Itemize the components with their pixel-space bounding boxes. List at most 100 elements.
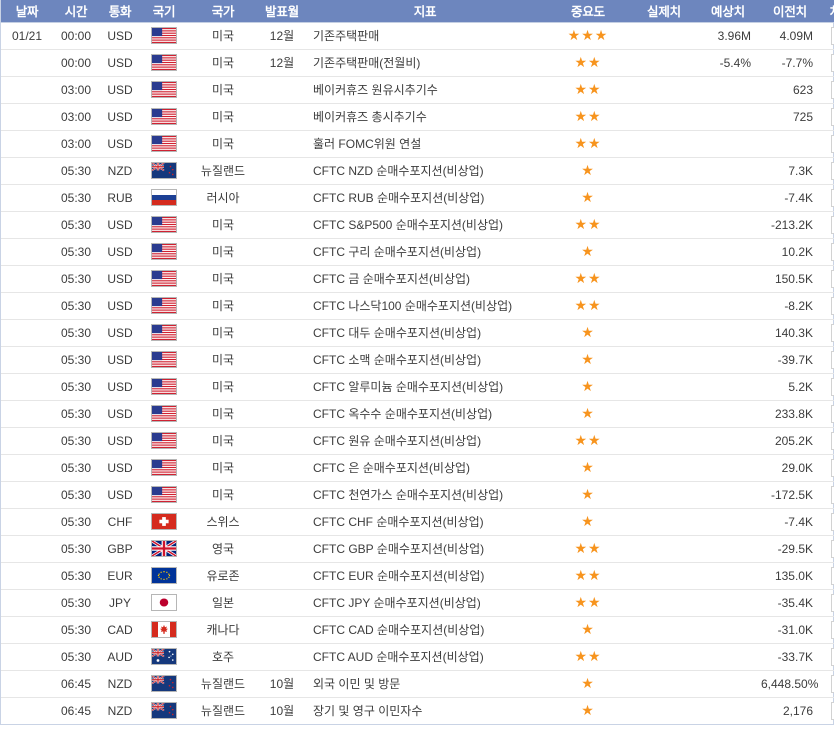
table-row[interactable]: 05:30 USD 미국 CFTC 알루미늄 순매수포지션(비상업) ★ 5.2K xyxy=(1,372,834,400)
table-row[interactable]: 05:30 EUR 유로존 CFTC EUR 순매수포지션(비상업) ★★ 135.0K xyxy=(1,561,834,589)
candlestick-chart-icon[interactable] xyxy=(831,188,834,207)
chart-link[interactable] xyxy=(821,75,834,103)
column-header-nation[interactable]: 국가 xyxy=(187,0,259,22)
event-indicator[interactable]: CFTC EUR 순매수포지션(비상업) xyxy=(305,561,545,589)
column-header-date[interactable]: 날짜 xyxy=(1,0,53,22)
table-row[interactable]: 05:30 USD 미국 CFTC 대두 순매수포지션(비상업) ★ 140.3K xyxy=(1,318,834,346)
event-indicator[interactable]: CFTC JPY 순매수포지션(비상업) xyxy=(305,588,545,616)
chart-link[interactable] xyxy=(821,588,834,616)
candlestick-chart-icon[interactable] xyxy=(831,620,834,639)
column-header-chart[interactable]: 차트 xyxy=(821,0,834,22)
event-indicator[interactable]: CFTC S&P500 순매수포지션(비상업) xyxy=(305,210,545,238)
chart-link[interactable] xyxy=(821,237,834,265)
chart-link[interactable] xyxy=(821,183,834,211)
chart-link[interactable] xyxy=(821,534,834,562)
table-row[interactable]: 05:30 USD 미국 CFTC S&P500 순매수포지션(비상업) ★★ -213… xyxy=(1,210,834,238)
event-indicator[interactable]: CFTC 나스닥100 순매수포지션(비상업) xyxy=(305,291,545,319)
event-indicator[interactable]: CFTC 은 순매수포지션(비상업) xyxy=(305,453,545,481)
table-row[interactable]: 01/21 00:00 USD 미국 12월 기존주택판매 ★★★ 3.96M 4.09M xyxy=(1,21,834,49)
event-indicator[interactable]: 기존주택판매(전월비) xyxy=(305,48,545,76)
chart-link[interactable] xyxy=(821,156,834,184)
chart-link[interactable] xyxy=(821,399,834,427)
table-row[interactable]: 05:30 USD 미국 CFTC 나스닥100 순매수포지션(비상업) ★★ -8.2… xyxy=(1,291,834,319)
event-indicator[interactable]: CFTC 알루미늄 순매수포지션(비상업) xyxy=(305,372,545,400)
event-indicator[interactable]: CFTC 천연가스 순매수포지션(비상업) xyxy=(305,480,545,508)
table-row[interactable]: 05:30 USD 미국 CFTC 금 순매수포지션(비상업) ★★ 150.5K xyxy=(1,264,834,292)
table-row[interactable]: 05:30 USD 미국 CFTC 구리 순매수포지션(비상업) ★ 10.2K xyxy=(1,237,834,265)
column-header-actual[interactable]: 실제치 xyxy=(631,0,697,22)
event-indicator[interactable]: CFTC 소맥 순매수포지션(비상업) xyxy=(305,345,545,373)
chart-link[interactable] xyxy=(821,372,834,400)
event-indicator[interactable]: CFTC CHF 순매수포지션(비상업) xyxy=(305,507,545,535)
table-row[interactable]: 05:30 USD 미국 CFTC 원유 순매수포지션(비상업) ★★ 205.2K xyxy=(1,426,834,454)
candlestick-chart-icon[interactable] xyxy=(831,404,834,423)
table-row[interactable]: 00:00 USD 미국 12월 기존주택판매(전월비) ★★ -5.4% -7.7% xyxy=(1,48,834,76)
table-row[interactable]: 05:30 GBP 영국 CFTC GBP 순매수포지션(비상업) ★★ -29.5K xyxy=(1,534,834,562)
event-indicator[interactable]: CFTC 대두 순매수포지션(비상업) xyxy=(305,318,545,346)
candlestick-chart-icon[interactable] xyxy=(831,701,834,720)
chart-link[interactable] xyxy=(821,669,834,697)
table-row[interactable]: 05:30 USD 미국 CFTC 소맥 순매수포지션(비상업) ★ -39.7K xyxy=(1,345,834,373)
chart-link[interactable] xyxy=(821,48,834,76)
column-header-month[interactable]: 발표월 xyxy=(259,0,305,22)
candlestick-chart-icon[interactable] xyxy=(831,323,834,342)
candlestick-chart-icon[interactable] xyxy=(831,134,834,153)
table-row[interactable]: 05:30 USD 미국 CFTC 천연가스 순매수포지션(비상업) ★ -172.5K xyxy=(1,480,834,508)
candlestick-chart-icon[interactable] xyxy=(831,26,834,45)
chart-link[interactable] xyxy=(821,426,834,454)
table-row[interactable]: 05:30 USD 미국 CFTC 옥수수 순매수포지션(비상업) ★ 233.8K xyxy=(1,399,834,427)
event-indicator[interactable]: CFTC NZD 순매수포지션(비상업) xyxy=(305,156,545,184)
candlestick-chart-icon[interactable] xyxy=(831,539,834,558)
chart-link[interactable] xyxy=(821,696,834,724)
chart-link[interactable] xyxy=(821,291,834,319)
table-row[interactable]: 05:30 USD 미국 CFTC 은 순매수포지션(비상업) ★ 29.0K xyxy=(1,453,834,481)
event-indicator[interactable]: 장기 및 영구 이민자수 xyxy=(305,696,545,724)
column-header-currency[interactable]: 통화 xyxy=(99,0,141,22)
candlestick-chart-icon[interactable] xyxy=(831,215,834,234)
event-indicator[interactable]: CFTC GBP 순매수포지션(비상업) xyxy=(305,534,545,562)
candlestick-chart-icon[interactable] xyxy=(831,80,834,99)
column-header-importance[interactable]: 중요도 xyxy=(545,0,631,22)
candlestick-chart-icon[interactable] xyxy=(831,296,834,315)
event-indicator[interactable]: CFTC AUD 순매수포지션(비상업) xyxy=(305,642,545,670)
candlestick-chart-icon[interactable] xyxy=(831,107,834,126)
column-header-forecast[interactable]: 예상치 xyxy=(697,0,759,22)
table-row[interactable]: 06:45 NZD 뉴질랜드 10월 외국 이민 및 방문 ★ 6,448.50% xyxy=(1,669,834,697)
event-indicator[interactable]: CFTC 옥수수 순매수포지션(비상업) xyxy=(305,399,545,427)
table-row[interactable]: 06:45 NZD 뉴질랜드 10월 장기 및 영구 이민자수 ★ 2,176 xyxy=(1,696,834,724)
table-row[interactable]: 05:30 RUB 러시아 CFTC RUB 순매수포지션(비상업) ★ -7.4K xyxy=(1,183,834,211)
event-indicator[interactable]: 베이커휴즈 총시추기수 xyxy=(305,102,545,130)
table-row[interactable]: 05:30 AUD 호주 CFTC AUD 순매수포지션(비상업) ★★ -33.7K xyxy=(1,642,834,670)
chart-link[interactable] xyxy=(821,345,834,373)
event-indicator[interactable]: 훌러 FOMC위원 연설 xyxy=(305,129,545,157)
candlestick-chart-icon[interactable] xyxy=(831,242,834,261)
candlestick-chart-icon[interactable] xyxy=(831,647,834,666)
candlestick-chart-icon[interactable] xyxy=(831,512,834,531)
chart-link[interactable] xyxy=(821,615,834,643)
candlestick-chart-icon[interactable] xyxy=(831,350,834,369)
event-indicator[interactable]: CFTC RUB 순매수포지션(비상업) xyxy=(305,183,545,211)
chart-link[interactable] xyxy=(821,507,834,535)
event-indicator[interactable]: CFTC 원유 순매수포지션(비상업) xyxy=(305,426,545,454)
table-row[interactable]: 03:00 USD 미국 베이커휴즈 총시추기수 ★★ 725 xyxy=(1,102,834,130)
column-header-previous[interactable]: 이전치 xyxy=(759,0,821,22)
event-indicator[interactable]: 베이커휴즈 원유시추기수 xyxy=(305,75,545,103)
candlestick-chart-icon[interactable] xyxy=(831,458,834,477)
chart-link[interactable] xyxy=(821,453,834,481)
column-header-flag[interactable]: 국기 xyxy=(141,0,187,22)
table-row[interactable]: 05:30 CAD 캐나다 CFTC CAD 순매수포지션(비상업) ★ -31.0K xyxy=(1,615,834,643)
column-header-indicator[interactable]: 지표 xyxy=(305,0,545,22)
event-indicator[interactable]: 외국 이민 및 방문 xyxy=(305,669,545,697)
table-row[interactable]: 05:30 CHF 스위스 CFTC CHF 순매수포지션(비상업) ★ -7.4K xyxy=(1,507,834,535)
event-indicator[interactable]: 기존주택판매 xyxy=(305,21,545,49)
candlestick-chart-icon[interactable] xyxy=(831,431,834,450)
candlestick-chart-icon[interactable] xyxy=(831,53,834,72)
candlestick-chart-icon[interactable] xyxy=(831,269,834,288)
candlestick-chart-icon[interactable] xyxy=(831,674,834,693)
chart-link[interactable] xyxy=(821,642,834,670)
chart-link[interactable] xyxy=(821,21,834,49)
event-indicator[interactable]: CFTC CAD 순매수포지션(비상업) xyxy=(305,615,545,643)
event-indicator[interactable]: CFTC 금 순매수포지션(비상업) xyxy=(305,264,545,292)
chart-link[interactable] xyxy=(821,129,834,157)
table-row[interactable]: 03:00 USD 미국 훌러 FOMC위원 연설 ★★ xyxy=(1,129,834,157)
